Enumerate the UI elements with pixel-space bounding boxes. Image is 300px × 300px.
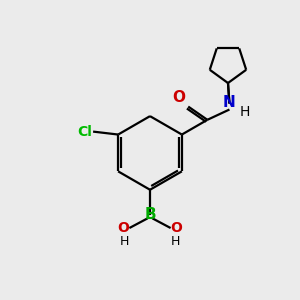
Text: O: O — [171, 221, 182, 235]
Text: H: H — [171, 236, 181, 248]
Text: B: B — [144, 207, 156, 222]
Text: O: O — [172, 90, 185, 105]
Text: Cl: Cl — [77, 124, 92, 139]
Text: H: H — [119, 236, 129, 248]
Text: N: N — [223, 94, 236, 110]
Text: H: H — [240, 106, 250, 119]
Text: O: O — [118, 221, 129, 235]
